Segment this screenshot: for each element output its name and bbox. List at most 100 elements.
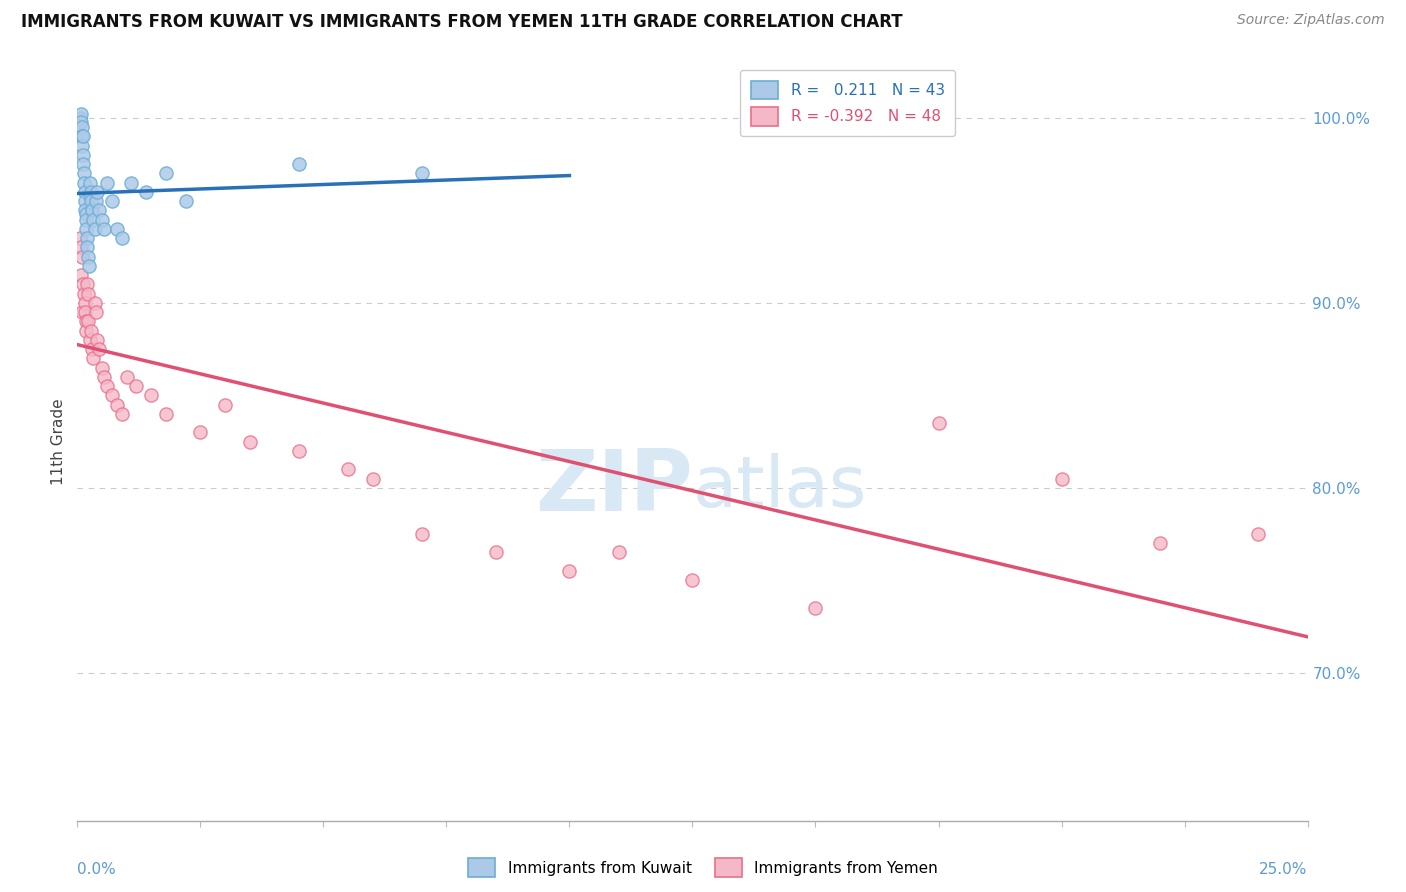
Point	[86, 185, 108, 199]
Point	[73, 185, 96, 199]
Point	[411, 527, 433, 541]
Point	[82, 203, 104, 218]
Point	[607, 545, 630, 559]
Point	[804, 601, 827, 615]
Point	[928, 416, 950, 430]
Point	[84, 305, 107, 319]
Point	[70, 250, 93, 264]
Point	[80, 194, 103, 208]
Point	[80, 324, 103, 338]
Point	[1149, 536, 1171, 550]
Point	[79, 188, 101, 202]
Point	[72, 157, 94, 171]
Point	[77, 250, 100, 264]
Y-axis label: 11th Grade: 11th Grade	[51, 398, 66, 485]
Point	[155, 166, 177, 180]
Point	[90, 360, 114, 375]
Point	[72, 129, 94, 144]
Point	[82, 351, 104, 366]
Point	[73, 286, 96, 301]
Point	[75, 207, 97, 221]
Point	[73, 296, 96, 310]
Point	[82, 212, 104, 227]
Point	[79, 333, 101, 347]
Point	[75, 212, 97, 227]
Point	[174, 194, 197, 208]
Point	[558, 564, 581, 578]
Point	[411, 166, 433, 180]
Point	[70, 120, 93, 135]
Point	[73, 194, 96, 208]
Point	[361, 471, 384, 485]
Point	[69, 111, 91, 125]
Point	[682, 573, 704, 587]
Point	[70, 138, 93, 153]
Point	[73, 305, 96, 319]
Point	[76, 231, 98, 245]
Point	[125, 379, 148, 393]
Point	[75, 222, 97, 236]
Point	[111, 231, 132, 245]
Point	[70, 268, 93, 282]
Point	[70, 114, 93, 128]
Point	[101, 388, 124, 402]
Point	[86, 333, 108, 347]
Point	[89, 203, 111, 218]
Point	[111, 407, 132, 421]
Point	[485, 545, 508, 559]
Point	[70, 305, 93, 319]
Point	[76, 277, 98, 292]
Text: ZIP: ZIP	[534, 445, 693, 529]
Point	[75, 324, 97, 338]
Point	[76, 240, 98, 254]
Text: 0.0%: 0.0%	[77, 863, 117, 878]
Point	[72, 148, 94, 162]
Point	[188, 425, 212, 440]
Point	[75, 203, 97, 218]
Point	[83, 296, 105, 310]
Point	[155, 407, 177, 421]
Point	[72, 277, 94, 292]
Point	[1050, 471, 1073, 485]
Point	[93, 222, 115, 236]
Point	[75, 314, 97, 328]
Point	[214, 398, 236, 412]
Text: IMMIGRANTS FROM KUWAIT VS IMMIGRANTS FROM YEMEN 11TH GRADE CORRELATION CHART: IMMIGRANTS FROM KUWAIT VS IMMIGRANTS FRO…	[21, 13, 903, 31]
Point	[69, 231, 91, 245]
Point	[69, 240, 91, 254]
Point	[77, 259, 100, 273]
Point	[121, 176, 143, 190]
Point	[79, 185, 101, 199]
Point	[239, 434, 262, 449]
Point	[96, 379, 118, 393]
Point	[135, 185, 157, 199]
Legend: R =   0.211   N = 43, R = -0.392   N = 48: R = 0.211 N = 43, R = -0.392 N = 48	[740, 70, 956, 136]
Point	[141, 388, 163, 402]
Point	[96, 176, 118, 190]
Legend: Immigrants from Kuwait, Immigrants from Yemen: Immigrants from Kuwait, Immigrants from …	[461, 852, 945, 883]
Point	[73, 176, 96, 190]
Text: Source: ZipAtlas.com: Source: ZipAtlas.com	[1237, 13, 1385, 28]
Text: atlas: atlas	[693, 452, 868, 522]
Point	[1247, 527, 1270, 541]
Point	[79, 176, 101, 190]
Point	[69, 107, 91, 121]
Text: 25.0%: 25.0%	[1260, 863, 1308, 878]
Point	[105, 398, 128, 412]
Point	[73, 166, 96, 180]
Point	[70, 129, 93, 144]
Point	[288, 157, 311, 171]
Point	[115, 369, 138, 384]
Point	[82, 342, 104, 356]
Point	[84, 194, 107, 208]
Point	[288, 443, 311, 458]
Point	[101, 194, 124, 208]
Point	[77, 314, 100, 328]
Point	[89, 342, 111, 356]
Point	[337, 462, 360, 476]
Point	[90, 212, 114, 227]
Point	[105, 222, 128, 236]
Point	[83, 222, 105, 236]
Point	[77, 286, 100, 301]
Point	[93, 369, 115, 384]
